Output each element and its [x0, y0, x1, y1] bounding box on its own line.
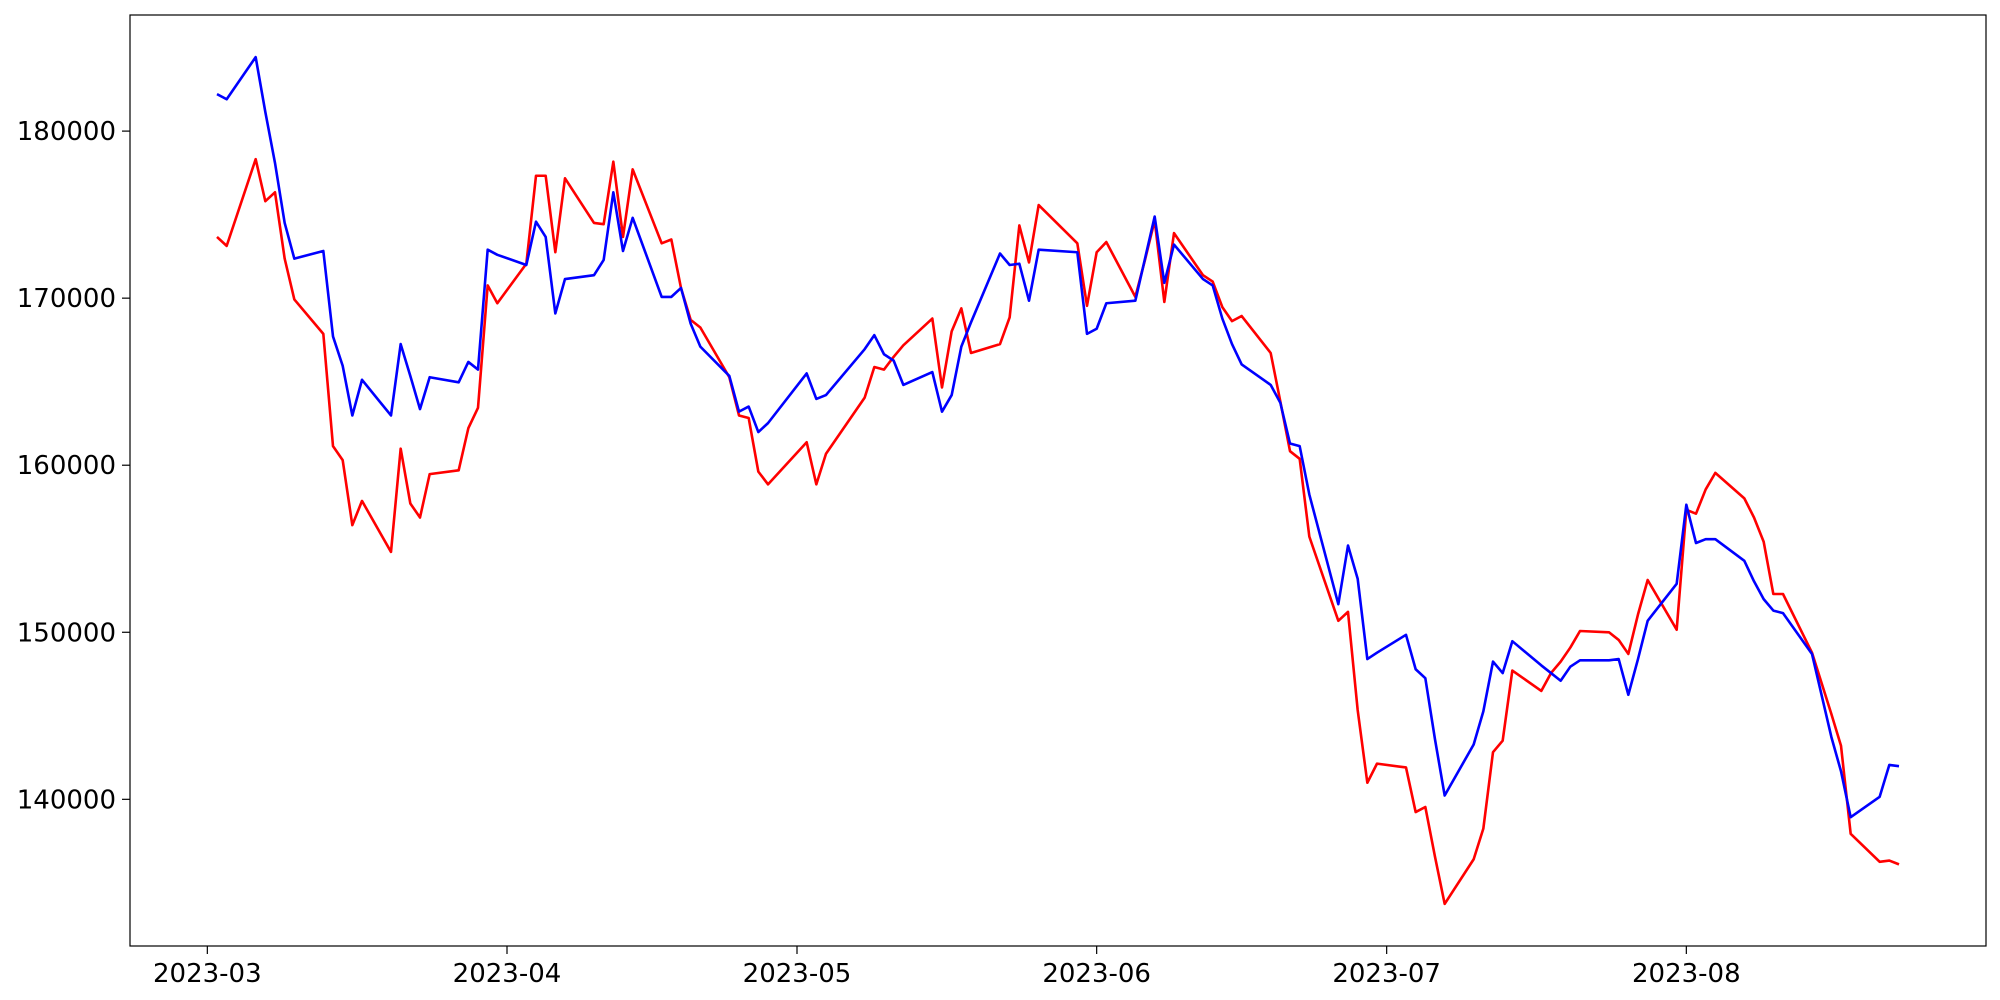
- data-line: [216, 157, 1900, 906]
- data-line: [216, 55, 1900, 819]
- x-tick-label: 2023-03: [153, 959, 262, 989]
- y-tick-label: 170000: [17, 284, 116, 314]
- x-tick-label: 2023-06: [1042, 959, 1151, 989]
- y-tick-label: 140000: [17, 785, 116, 815]
- y-tick-label: 160000: [17, 451, 116, 481]
- x-tick-label: 2023-05: [743, 959, 852, 989]
- x-tick-label: 2023-08: [1632, 959, 1741, 989]
- x-tick-label: 2023-04: [453, 959, 562, 989]
- y-tick-label: 180000: [17, 117, 116, 147]
- x-tick-label: 2023-07: [1332, 959, 1441, 989]
- y-tick-label: 150000: [17, 618, 116, 648]
- plot-frame: [129, 14, 1987, 947]
